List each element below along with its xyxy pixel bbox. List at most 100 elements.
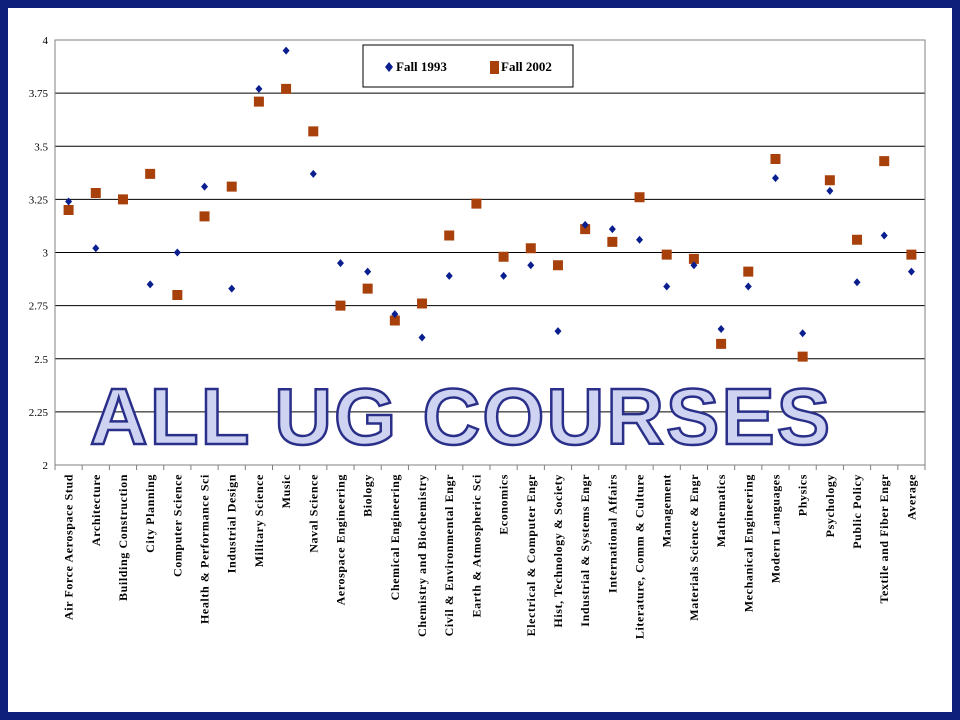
y-tick-label: 2.25: [29, 407, 49, 419]
y-tick-label: 3.5: [34, 141, 48, 153]
point-fall-2002: [634, 192, 645, 203]
point-fall-2002: [471, 198, 482, 209]
point-fall-2002: [417, 298, 428, 309]
x-tick-label: Architecture: [89, 474, 103, 546]
point-fall-1993: [364, 267, 372, 276]
x-tick-label: Chemical Engineering: [388, 474, 402, 600]
y-tick-label: 3.25: [29, 194, 49, 206]
legend-label-fall-2002: Fall 2002: [501, 59, 552, 74]
point-fall-1993: [636, 235, 644, 244]
x-tick-label: Chemistry and Biochemistry: [415, 474, 429, 637]
x-tick-label: City Planning: [143, 474, 157, 553]
point-fall-1993: [663, 282, 671, 291]
data-points: [63, 46, 917, 362]
legend-box: [362, 44, 574, 88]
point-fall-2002: [498, 251, 509, 262]
point-fall-1993: [282, 46, 290, 55]
legend-marker-fall-2002: [490, 61, 499, 74]
point-fall-1993: [309, 169, 317, 178]
point-fall-1993: [880, 231, 888, 240]
point-fall-1993: [527, 261, 535, 270]
point-fall-2002: [117, 194, 128, 205]
point-fall-2002: [362, 283, 373, 294]
x-tick-label: Naval Science: [306, 474, 320, 553]
x-tick-label: Literature, Comm & Culture: [633, 474, 647, 639]
x-tick-label: Industrial & Systems Engr: [578, 474, 592, 627]
point-fall-1993: [608, 225, 616, 234]
point-fall-2002: [226, 181, 237, 192]
x-tick-label: Biology: [361, 474, 375, 517]
point-fall-2002: [172, 290, 183, 300]
x-tick-label: Aerospace Engineering: [333, 474, 347, 605]
point-fall-2002: [389, 315, 400, 326]
x-tick-label: Physics: [796, 474, 810, 516]
point-fall-2002: [607, 236, 618, 247]
x-tick-label: Industrial Design: [225, 474, 239, 573]
x-tick-label: Mechanical Engineering: [741, 474, 755, 612]
x-tick-label: Military Science: [252, 474, 266, 567]
point-fall-2002: [906, 249, 917, 260]
point-fall-2002: [525, 243, 536, 254]
point-fall-2002: [335, 300, 346, 311]
point-fall-2002: [688, 253, 699, 264]
point-fall-1993: [581, 220, 589, 229]
x-tick-label: Hist, Technology & Society: [551, 474, 565, 628]
x-tick-label: Economics: [497, 474, 511, 535]
point-fall-1993: [744, 282, 752, 291]
point-fall-1993: [690, 261, 698, 270]
x-tick-label: Health & Performance Sci: [198, 474, 212, 624]
x-tick-label: Building Construction: [116, 474, 130, 601]
point-fall-1993: [826, 186, 834, 195]
point-fall-1993: [799, 329, 807, 338]
point-fall-2002: [199, 211, 210, 222]
legend: Fall 1993 Fall 2002: [362, 44, 574, 88]
point-fall-1993: [146, 280, 154, 289]
x-tick-label: Management: [660, 474, 674, 547]
point-fall-2002: [63, 205, 74, 215]
x-tick-label: Psychology: [823, 474, 837, 537]
x-tick-label: Air Force Aerospace Stud: [62, 474, 76, 620]
y-tick-label: 3: [43, 248, 49, 260]
point-fall-2002: [852, 234, 863, 245]
x-tick-label: Public Policy: [850, 474, 864, 549]
point-fall-2002: [552, 260, 563, 271]
y-tick-label: 4: [43, 35, 49, 47]
legend-marker-fall-1993: [385, 62, 393, 72]
x-tick-label: International Affairs: [605, 474, 619, 593]
scatter-chart: 2 2.25 2.5 2.75 3 3.25 3.5 3.75 4 Air Force Aero…: [29, 35, 926, 639]
point-fall-2002: [824, 175, 835, 186]
point-fall-1993: [92, 244, 100, 253]
point-fall-1993: [201, 182, 209, 191]
point-fall-2002: [281, 83, 292, 94]
point-fall-1993: [65, 197, 73, 206]
point-fall-1993: [554, 327, 562, 336]
legend-label-fall-1993: Fall 1993: [396, 59, 447, 74]
point-fall-2002: [90, 188, 101, 198]
point-fall-2002: [253, 96, 264, 107]
point-fall-1993: [418, 333, 426, 342]
point-fall-2002: [770, 154, 781, 164]
point-fall-1993: [907, 267, 915, 276]
point-fall-1993: [173, 248, 181, 257]
point-fall-1993: [391, 310, 399, 319]
x-tick-label: Modern Languages: [768, 474, 782, 583]
x-tick-label: Mathematics: [714, 474, 728, 547]
watermark-title: ALL UG COURSES: [90, 372, 832, 461]
point-fall-2002: [797, 351, 808, 362]
x-tick-label: Textile and Fiber Engr: [877, 474, 891, 604]
point-fall-1993: [500, 271, 508, 280]
point-fall-2002: [444, 230, 455, 241]
x-tick-label: Average: [904, 474, 918, 520]
point-fall-1993: [771, 174, 779, 183]
point-fall-2002: [716, 338, 727, 349]
point-fall-2002: [580, 224, 591, 235]
y-axis: 2 2.25 2.5 2.75 3 3.25 3.5 3.75 4: [29, 35, 49, 472]
point-fall-2002: [145, 168, 156, 179]
point-fall-1993: [255, 84, 263, 93]
x-tick-label: Electrical & Computer Engr: [524, 474, 538, 636]
y-tick-label: 2: [43, 460, 49, 472]
point-fall-1993: [445, 271, 453, 280]
point-fall-2002: [879, 156, 890, 167]
x-tick-label: Civil & Environmental Engr: [442, 474, 456, 636]
point-fall-1993: [853, 278, 861, 287]
